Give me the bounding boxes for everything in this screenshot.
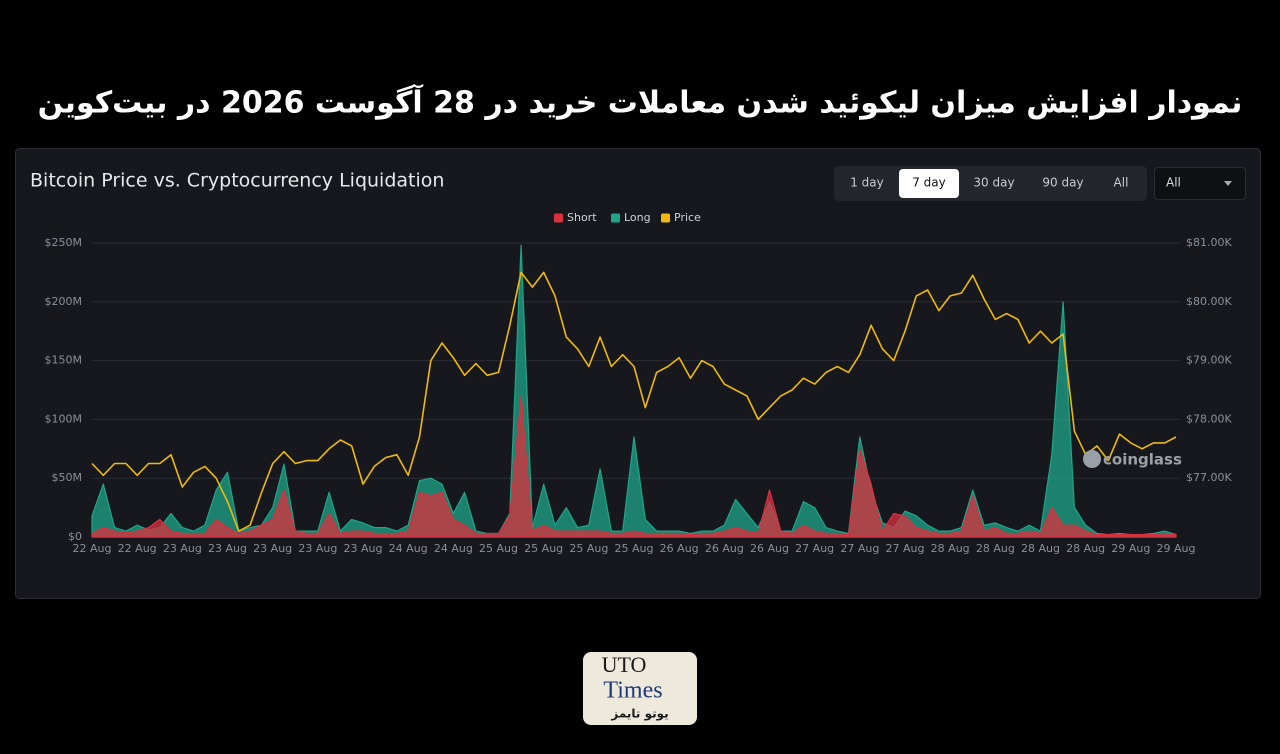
legend-swatch bbox=[611, 213, 620, 223]
logo-line2: Times bbox=[603, 678, 662, 704]
tab-label: 90 day bbox=[1042, 176, 1083, 190]
page-title: نمودار افزایش میزان لیکوئید شدن معاملات … bbox=[38, 84, 1243, 121]
tab-label: 30 day bbox=[973, 176, 1014, 190]
x-tick-label: 29 Aug bbox=[1111, 542, 1150, 555]
y2-tick-label: $81.00K bbox=[1186, 236, 1232, 249]
y2-tick-label: $77.00K bbox=[1186, 471, 1232, 484]
logo-line1: UTO bbox=[602, 652, 647, 677]
x-tick-label: 26 Aug bbox=[705, 542, 744, 555]
y-tick-label: $200M bbox=[45, 295, 83, 308]
x-tick-label: 28 Aug bbox=[976, 542, 1015, 555]
x-tick-label: 28 Aug bbox=[1066, 542, 1105, 555]
tab-label: All bbox=[1114, 176, 1129, 190]
x-tick-label: 28 Aug bbox=[931, 542, 970, 555]
price-line bbox=[91, 271, 1177, 532]
y-tick-label: $250M bbox=[45, 236, 83, 249]
legend-swatch bbox=[661, 213, 670, 223]
x-tick-label: 25 Aug bbox=[569, 542, 608, 555]
legend-label: Price bbox=[674, 211, 701, 224]
y2-tick-label: $79.00K bbox=[1186, 354, 1232, 367]
x-tick-label: 22 Aug bbox=[118, 542, 157, 555]
x-tick-label: 23 Aug bbox=[208, 542, 247, 555]
tab[interactable] bbox=[899, 169, 959, 198]
legend-label: Long bbox=[624, 211, 651, 224]
y-tick-label: $100M bbox=[45, 412, 83, 425]
x-tick-label: 25 Aug bbox=[615, 542, 654, 555]
dropdown[interactable] bbox=[1154, 167, 1246, 200]
y-tick-label: $150M bbox=[45, 354, 83, 367]
x-tick-label: 22 Aug bbox=[73, 542, 112, 555]
x-tick-label: 25 Aug bbox=[524, 542, 563, 555]
x-tick-label: 28 Aug bbox=[1021, 542, 1060, 555]
x-tick-label: 24 Aug bbox=[434, 542, 473, 555]
x-tick-label: 23 Aug bbox=[253, 542, 292, 555]
logo-tagline: یوتو تایمز bbox=[610, 707, 668, 722]
x-tick-label: 27 Aug bbox=[840, 542, 879, 555]
dropdown-caret bbox=[1224, 181, 1232, 186]
y-tick-label: $0 bbox=[68, 530, 82, 543]
x-tick-label: 26 Aug bbox=[750, 542, 789, 555]
tab-label: 1 day bbox=[850, 176, 884, 190]
watermark: coinglass bbox=[1103, 451, 1182, 469]
x-tick-label: 27 Aug bbox=[795, 542, 834, 555]
x-tick-label: 23 Aug bbox=[298, 542, 337, 555]
chart-panel bbox=[15, 148, 1261, 599]
legend-label: Short bbox=[567, 211, 597, 224]
x-tick-label: 26 Aug bbox=[660, 542, 699, 555]
x-tick-label: 23 Aug bbox=[163, 542, 202, 555]
x-tick-label: 29 Aug bbox=[1157, 542, 1196, 555]
dropdown-label: All bbox=[1166, 176, 1181, 190]
legend-swatch bbox=[554, 213, 563, 223]
x-tick-label: 25 Aug bbox=[479, 542, 518, 555]
y2-tick-label: $78.00K bbox=[1186, 412, 1232, 425]
area bbox=[91, 395, 1177, 538]
x-tick-label: 24 Aug bbox=[389, 542, 428, 555]
x-tick-label: 23 Aug bbox=[344, 542, 383, 555]
y-tick-label: $50M bbox=[52, 471, 83, 484]
area bbox=[91, 244, 1177, 538]
x-tick-label: 27 Aug bbox=[886, 542, 925, 555]
chart-title: Bitcoin Price vs. Cryptocurrency Liquida… bbox=[30, 170, 444, 192]
logo-box bbox=[583, 652, 697, 725]
tab-label: 7 day bbox=[912, 176, 946, 190]
y2-tick-label: $80.00K bbox=[1186, 295, 1232, 308]
watermark-icon bbox=[1083, 450, 1101, 468]
